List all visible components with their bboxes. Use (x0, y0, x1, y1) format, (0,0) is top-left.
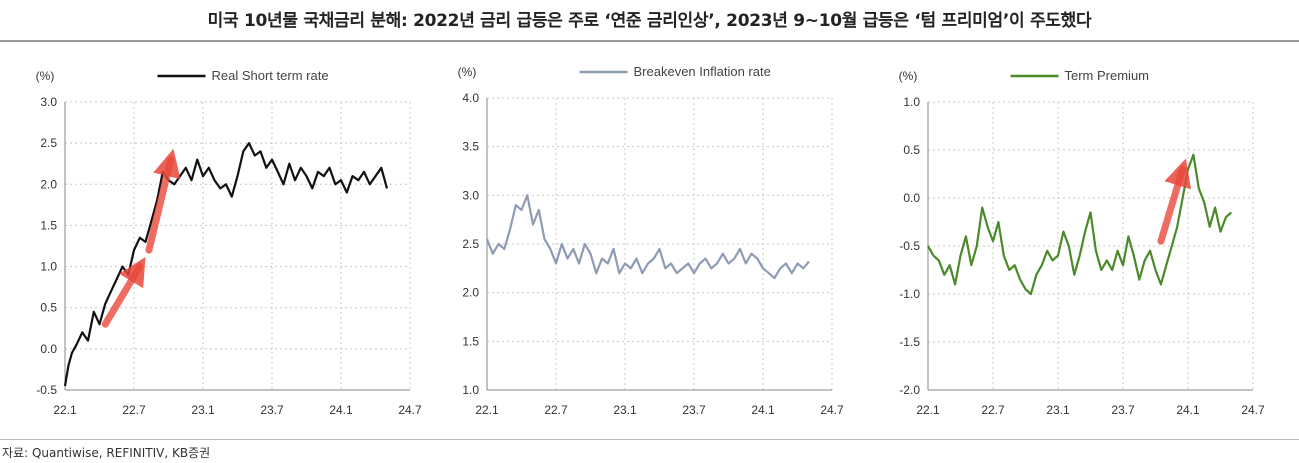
y-tick-label: 0.5 (903, 143, 920, 157)
y-tick-label: 0.0 (40, 342, 57, 356)
x-tick-label: 23.7 (1111, 403, 1135, 417)
x-tick-label: 23.1 (613, 403, 637, 417)
y-tick-label: 4.0 (462, 91, 479, 105)
legend-label: Breakeven Inflation rate (634, 64, 771, 79)
y-tick-label: 2.0 (40, 177, 57, 191)
y-tick-label: 2.5 (462, 237, 479, 251)
chart-real-short-term-rate: -0.5 0.0 0.5 1.0 1.5 2.0 2.5 3.0 22.1 22.7 23.1 23.… (36, 68, 422, 417)
x-tick-label: 24.1 (751, 403, 775, 417)
unit-label: (%) (899, 69, 918, 83)
y-tick-label: -1.5 (899, 335, 920, 349)
y-tick-label: 1.0 (40, 260, 57, 274)
y-tick-label: 2.5 (40, 136, 57, 150)
y-tick-label: -0.5 (899, 239, 920, 253)
title-divider (0, 40, 1299, 42)
y-tick-label: 3.5 (462, 140, 479, 154)
x-tick-label: 23.7 (260, 403, 284, 417)
y-tick-label: 3.0 (462, 188, 479, 202)
series-line (63, 141, 389, 387)
x-tick-label: 22.7 (122, 403, 146, 417)
chart-term-premium: -2.0 -1.5 -1.0 -0.5 0.0 0.5 1.0 22.1 22.7 23.1 23.… (899, 68, 1265, 417)
source-note: 자료: Quantiwise, REFINITIV, KB증권 (2, 446, 211, 460)
x-tick-label: 24.7 (820, 403, 844, 417)
series-line (485, 194, 810, 280)
x-tick-label: 24.7 (1241, 403, 1265, 417)
y-tick-label: 0.0 (903, 191, 920, 205)
y-tick-label: 3.0 (40, 95, 57, 109)
y-tick-label: 1.0 (462, 383, 479, 397)
x-tick-label: 22.1 (475, 403, 499, 417)
series-line (927, 153, 1233, 296)
footer-divider (0, 439, 1299, 440)
y-tick-label: 0.5 (40, 301, 57, 315)
y-tick-label: -1.0 (899, 287, 920, 301)
x-tick-label: 22.1 (916, 403, 940, 417)
x-tick-label: 23.1 (191, 403, 215, 417)
y-tick-label: -2.0 (899, 383, 920, 397)
y-tick-label: -0.5 (36, 383, 57, 397)
annotation-arrow (145, 148, 181, 254)
chart-breakeven-inflation-rate: 1.0 1.5 2.0 2.5 3.0 3.5 4.0 22.1 22.7 23.1 23.7 24.… (458, 64, 844, 417)
annotation-arrow (101, 256, 146, 328)
legend-label: Real Short term rate (212, 68, 329, 83)
x-tick-label: 22.7 (544, 403, 568, 417)
annotation-arrow (1157, 158, 1192, 245)
y-tick-label: 1.5 (462, 334, 479, 348)
x-tick-label: 22.7 (981, 403, 1005, 417)
x-tick-label: 24.7 (398, 403, 422, 417)
legend-label: Term Premium (1065, 68, 1150, 83)
page-title: 미국 10년물 국채금리 분해: 2022년 금리 급등은 주로 ‘연준 금리인… (207, 11, 1092, 31)
x-tick-label: 23.7 (682, 403, 706, 417)
unit-label: (%) (36, 69, 55, 83)
y-tick-label: 2.0 (462, 286, 479, 300)
y-tick-label: 1.0 (903, 95, 920, 109)
y-tick-label: 1.5 (40, 218, 57, 232)
x-tick-label: 22.1 (53, 403, 77, 417)
x-tick-label: 24.1 (1176, 403, 1200, 417)
x-tick-label: 23.1 (1046, 403, 1070, 417)
unit-label: (%) (458, 65, 477, 79)
x-tick-label: 24.1 (329, 403, 353, 417)
